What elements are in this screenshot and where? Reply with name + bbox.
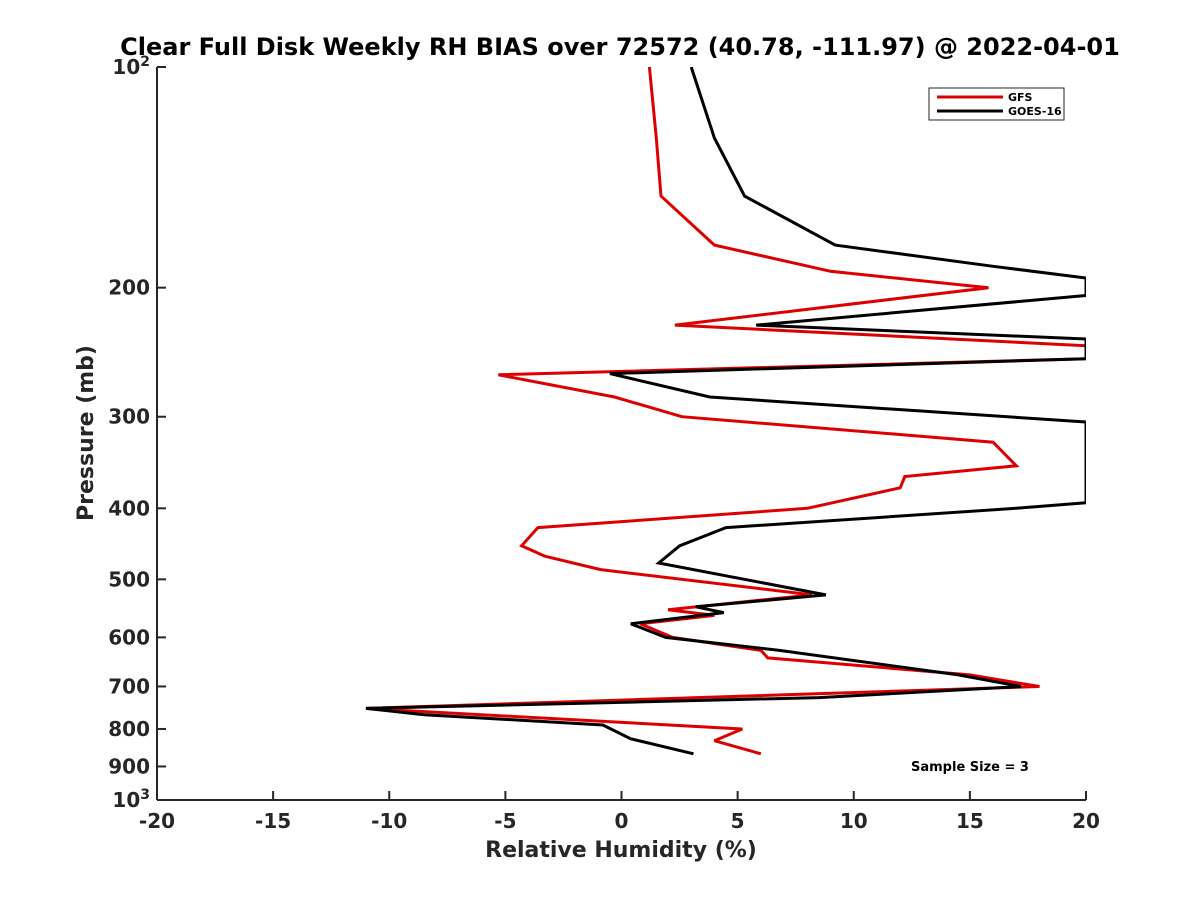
x-tick-label: 0 — [615, 809, 629, 833]
chart-title: Clear Full Disk Weekly RH BIAS over 7257… — [120, 33, 1120, 61]
x-tick-label: -15 — [255, 809, 291, 833]
y-tick-label: 900 — [108, 754, 150, 778]
x-tick-label: 20 — [1072, 809, 1100, 833]
y-tick-label: 400 — [108, 496, 150, 520]
x-axis-title: Relative Humidity (%) — [485, 838, 757, 863]
ticks: -20 -15 -10 -5 0 5 10 15 20 200 300 400 500 600 700 800… — [108, 54, 1100, 833]
y-tick-label: 600 — [108, 625, 150, 649]
y-tick-label: 500 — [108, 567, 150, 591]
y-tick-label-decade: 103 — [112, 787, 150, 812]
legend-label: GOES-16 — [1008, 105, 1062, 118]
x-tick-label: -20 — [139, 809, 175, 833]
x-tick-label: -10 — [371, 809, 407, 833]
legend-box — [928, 87, 1065, 121]
x-tick-label: 15 — [956, 809, 984, 833]
x-tick-label: 5 — [731, 809, 745, 833]
plot-lines — [365, 67, 1086, 756]
y-tick-label: 200 — [108, 276, 150, 300]
y-tick-label-decade: 102 — [112, 54, 150, 79]
x-tick-label: 10 — [840, 809, 868, 833]
y-tick-label: 300 — [108, 405, 150, 429]
legend-label: GFS — [1008, 91, 1033, 104]
series-line-gfs — [365, 67, 1086, 756]
y-tick-label: 800 — [108, 717, 150, 741]
x-tick-label: -5 — [494, 809, 516, 833]
y-tick-label: 700 — [108, 674, 150, 698]
sample-size-annotation: Sample Size = 3 — [911, 760, 1029, 775]
series-line-goes-16 — [365, 67, 1086, 756]
y-axis-title: Pressure (mb) — [74, 345, 99, 521]
